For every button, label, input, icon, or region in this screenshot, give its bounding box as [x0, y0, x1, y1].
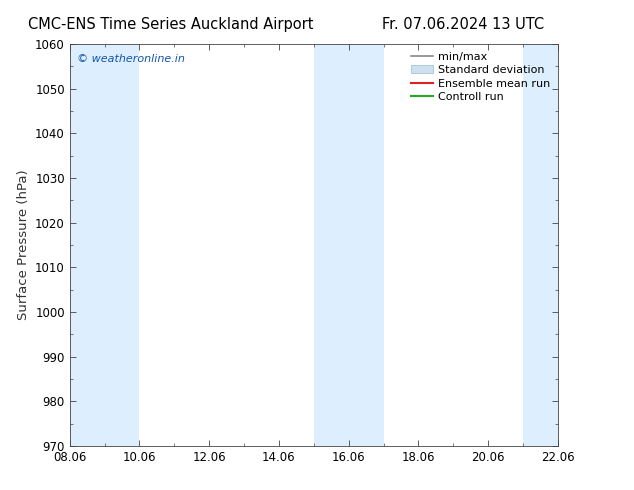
Text: © weatheronline.in: © weatheronline.in: [77, 54, 185, 64]
Bar: [523, 44, 558, 446]
Bar: [314, 44, 384, 446]
Legend: min/max, Standard deviation, Ensemble mean run, Controll run: min/max, Standard deviation, Ensemble me…: [409, 49, 552, 104]
Text: CMC-ENS Time Series Auckland Airport: CMC-ENS Time Series Auckland Airport: [29, 17, 314, 32]
Bar: [70, 44, 139, 446]
Y-axis label: Surface Pressure (hPa): Surface Pressure (hPa): [16, 170, 30, 320]
Text: Fr. 07.06.2024 13 UTC: Fr. 07.06.2024 13 UTC: [382, 17, 544, 32]
